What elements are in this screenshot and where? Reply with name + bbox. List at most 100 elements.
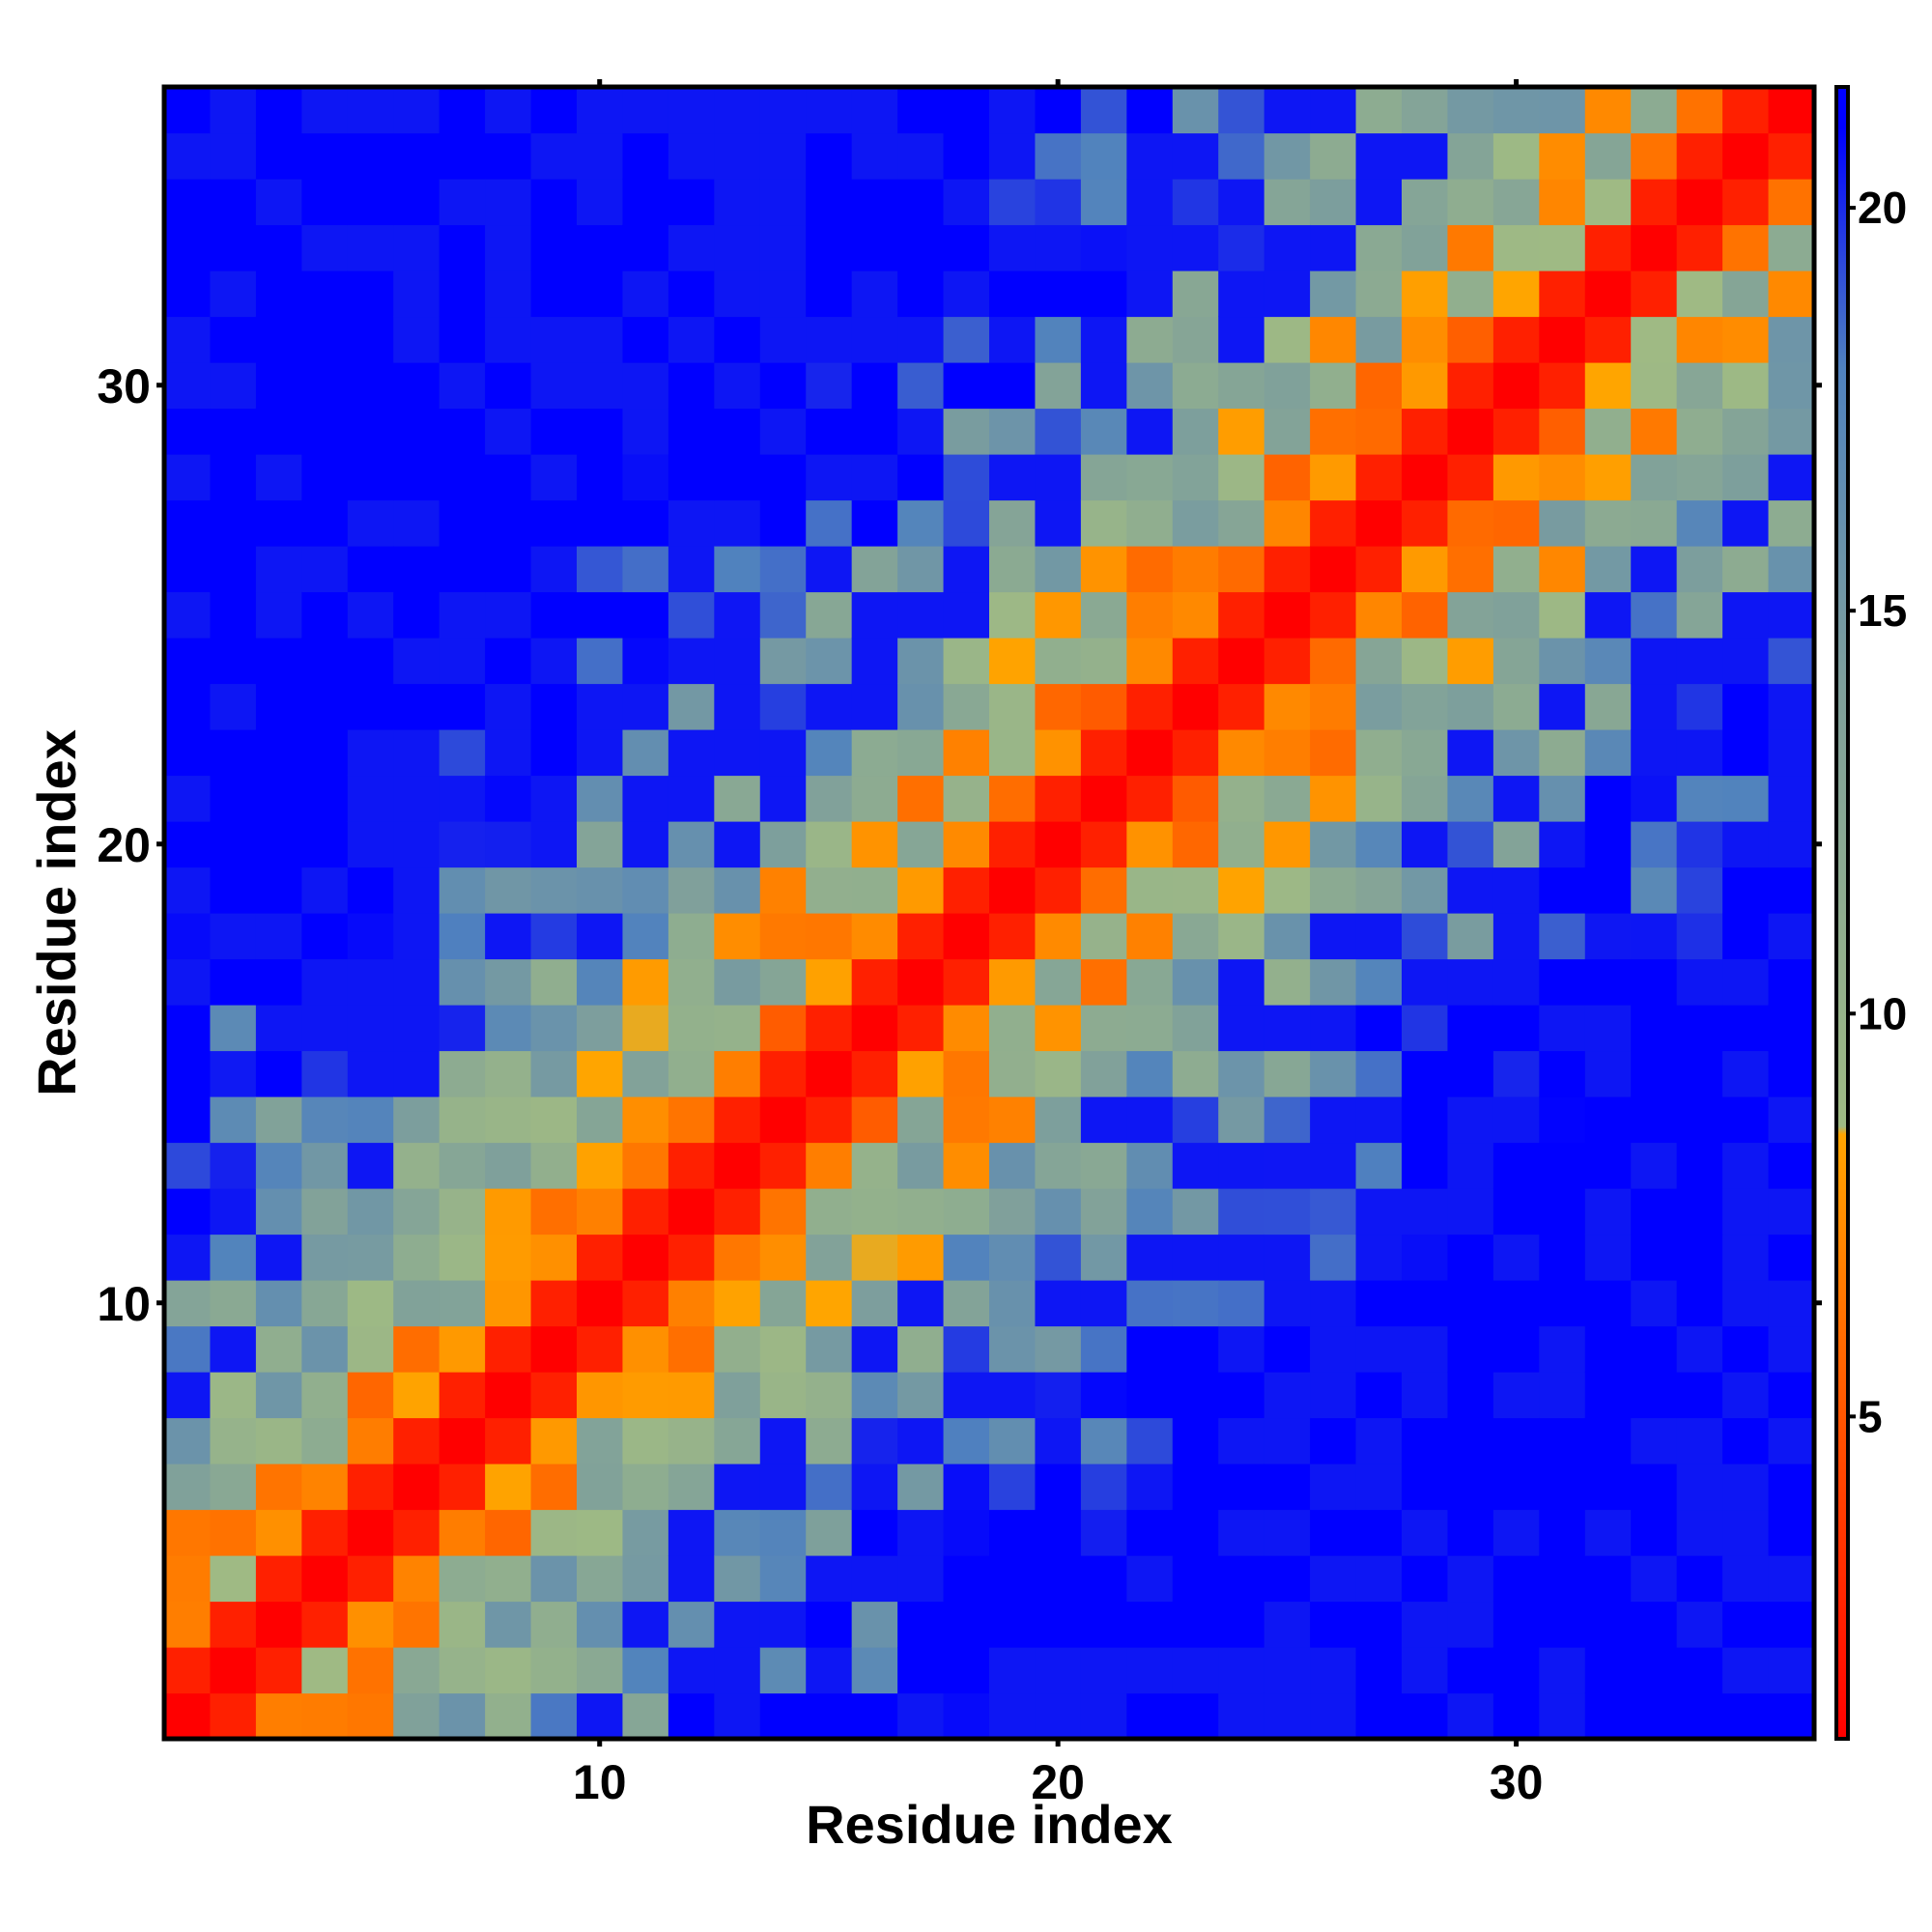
heatmap-cell <box>622 1234 669 1281</box>
x-tick-label: 30 <box>1490 1755 1544 1809</box>
heatmap-cell <box>759 1050 807 1097</box>
heatmap-cell <box>485 958 532 1006</box>
heatmap-cell <box>1447 1005 1494 1052</box>
heatmap-cell <box>393 270 440 318</box>
heatmap-cell <box>1492 87 1540 134</box>
heatmap-cell <box>1035 270 1082 318</box>
heatmap-cell <box>668 638 715 685</box>
heatmap-cell <box>255 270 302 318</box>
heatmap-cell <box>1447 958 1494 1006</box>
heatmap-cell <box>255 591 302 639</box>
heatmap-cell <box>485 1417 532 1464</box>
heatmap-cell <box>1310 1325 1357 1373</box>
heatmap-cell <box>301 913 349 960</box>
heatmap-cell <box>530 1050 578 1097</box>
heatmap-cell <box>301 270 349 318</box>
heatmap-cell <box>577 1050 624 1097</box>
heatmap-cell <box>714 546 761 593</box>
heatmap-cell <box>759 1509 807 1556</box>
heatmap-cell <box>943 87 990 134</box>
heatmap-cell <box>806 867 853 914</box>
heatmap-cell <box>1492 454 1540 501</box>
heatmap-cell <box>485 179 532 226</box>
heatmap-cell <box>1264 775 1311 822</box>
heatmap-cell <box>759 821 807 868</box>
heatmap-cell <box>1492 362 1540 410</box>
heatmap-cell <box>1172 1372 1219 1419</box>
heatmap-cell <box>301 1647 349 1694</box>
heatmap-cell <box>347 1417 394 1464</box>
heatmap-cell <box>1126 179 1174 226</box>
heatmap-cell <box>759 1188 807 1236</box>
heatmap-cell <box>1264 1096 1311 1144</box>
heatmap-cell <box>1539 1417 1586 1464</box>
heatmap-cell <box>668 179 715 226</box>
heatmap-cell <box>301 87 349 134</box>
heatmap-cell <box>255 408 302 455</box>
heatmap-cell <box>1355 1463 1403 1511</box>
heatmap-cell <box>1676 638 1723 685</box>
heatmap-cell <box>714 729 761 777</box>
heatmap-cell <box>943 408 990 455</box>
heatmap-cell <box>897 546 945 593</box>
heatmap-cell <box>1126 729 1174 777</box>
colorbar-ticks: 5 10 15 20 <box>1848 183 1907 1441</box>
heatmap-cell <box>1447 913 1494 960</box>
heatmap-cell <box>851 1096 898 1144</box>
heatmap-cell <box>393 1692 440 1740</box>
heatmap-cell <box>577 362 624 410</box>
heatmap-cell <box>530 454 578 501</box>
heatmap-cell <box>943 179 990 226</box>
heatmap-cell <box>1264 454 1311 501</box>
heatmap-cell <box>806 821 853 868</box>
heatmap-cell <box>806 270 853 318</box>
heatmap-cell <box>347 683 394 730</box>
heatmap-cell <box>897 913 945 960</box>
heatmap-cell <box>301 1188 349 1236</box>
heatmap-cell <box>1768 362 1815 410</box>
heatmap-cell <box>301 1692 349 1740</box>
heatmap-cell <box>1676 1325 1723 1373</box>
heatmap-cell <box>1447 1601 1494 1648</box>
heatmap-cell <box>897 1096 945 1144</box>
heatmap-cell <box>622 729 669 777</box>
heatmap-cell <box>1310 132 1357 180</box>
heatmap-cell <box>1539 591 1586 639</box>
heatmap-cell <box>1722 1372 1770 1419</box>
heatmap-cell <box>806 87 853 134</box>
heatmap-cell <box>439 87 486 134</box>
heatmap-cell <box>439 1005 486 1052</box>
heatmap-cell <box>439 408 486 455</box>
heatmap-cell <box>1539 224 1586 271</box>
heatmap-cell <box>1722 1280 1770 1327</box>
heatmap-cell <box>393 591 440 639</box>
heatmap-cell <box>530 362 578 410</box>
heatmap-cell <box>164 1509 212 1556</box>
heatmap-cell <box>164 1005 212 1052</box>
heatmap-cell <box>759 1280 807 1327</box>
heatmap-cell <box>1264 1280 1311 1327</box>
heatmap-cell <box>1768 1280 1815 1327</box>
heatmap-cell <box>347 87 394 134</box>
heatmap-cell <box>1447 867 1494 914</box>
heatmap-cell <box>485 1050 532 1097</box>
heatmap-cell <box>1402 362 1449 410</box>
heatmap-cell <box>1126 1647 1174 1694</box>
heatmap-cell <box>1722 408 1770 455</box>
heatmap-cell <box>164 913 212 960</box>
heatmap-cell <box>210 913 257 960</box>
heatmap-cell <box>164 1188 212 1236</box>
heatmap-cell <box>1492 1372 1540 1419</box>
heatmap-cell <box>1035 638 1082 685</box>
heatmap-cell <box>164 1601 212 1648</box>
heatmap-cell <box>714 958 761 1006</box>
heatmap-cell <box>668 958 715 1006</box>
heatmap-cell <box>806 913 853 960</box>
heatmap-cell <box>1402 1647 1449 1694</box>
heatmap-cell <box>1584 591 1632 639</box>
heatmap-cell <box>1080 179 1127 226</box>
heatmap-cell <box>1539 821 1586 868</box>
heatmap-cell <box>1126 591 1174 639</box>
heatmap-cell <box>897 1280 945 1327</box>
heatmap-cell <box>1218 1234 1265 1281</box>
